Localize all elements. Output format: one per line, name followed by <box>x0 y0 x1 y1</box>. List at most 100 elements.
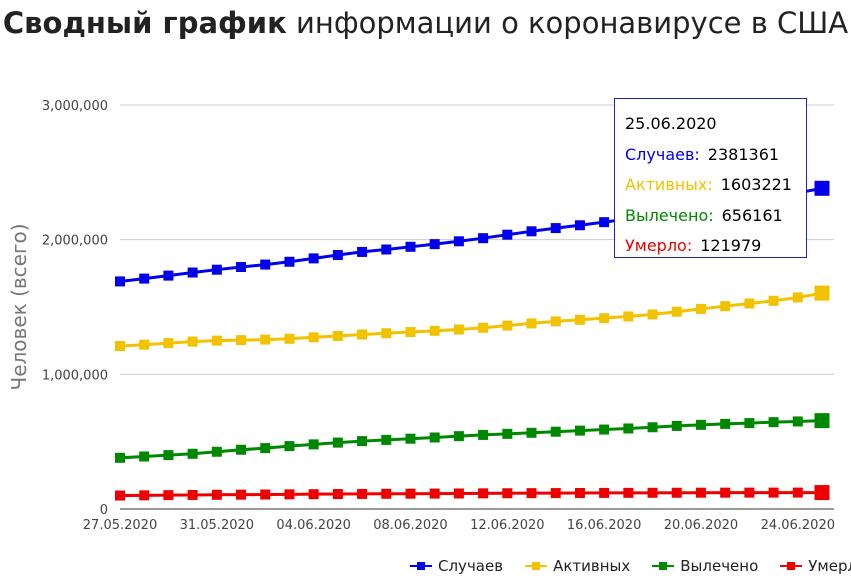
x-tick-label: 24.06.2020 <box>761 518 835 533</box>
data-point <box>502 229 513 240</box>
data-point <box>671 420 682 431</box>
legend-label: Активных <box>553 557 631 575</box>
data-point <box>647 422 658 433</box>
y-axis-title: Человек (всего) <box>7 223 31 390</box>
tooltip-label: Случаев: <box>625 144 700 164</box>
legend-item-active[interactable]: Активных <box>525 557 630 575</box>
x-tick-label: 04.06.2020 <box>276 518 350 533</box>
data-point <box>357 329 368 340</box>
data-point <box>260 443 271 454</box>
legend-label: Вылечено <box>680 557 759 575</box>
x-tick-label: 20.06.2020 <box>664 518 738 533</box>
data-point <box>139 451 150 462</box>
data-point <box>478 322 489 333</box>
legend-item-recovered[interactable]: Вылечено <box>652 557 758 575</box>
tooltip-date: 25.06.2020 <box>625 114 717 133</box>
data-point <box>284 256 295 267</box>
data-point <box>187 336 198 347</box>
data-point <box>550 426 561 437</box>
data-point <box>814 413 830 429</box>
data-point <box>720 301 731 312</box>
legend-swatch <box>525 561 548 571</box>
x-tick-label: 12.06.2020 <box>470 518 544 533</box>
x-tick-label: 31.05.2020 <box>180 518 254 533</box>
data-point <box>526 318 537 329</box>
data-point <box>163 338 174 349</box>
y-tick-label: 3,000,000 <box>42 99 108 114</box>
data-point <box>814 485 830 501</box>
data-point <box>381 244 392 255</box>
data-point <box>671 306 682 317</box>
legend-swatch <box>410 561 432 571</box>
data-point <box>623 311 634 322</box>
data-point <box>526 488 537 499</box>
data-point <box>236 444 247 455</box>
tooltip-value: 656161 <box>721 205 783 225</box>
data-point <box>357 488 368 499</box>
tooltip-row-active: Активных: 1603221 <box>625 170 806 201</box>
data-point <box>574 425 585 436</box>
data-point <box>211 264 222 275</box>
data-point <box>744 298 755 309</box>
data-point <box>236 489 247 500</box>
data-point <box>405 327 416 338</box>
series-line <box>119 291 823 348</box>
data-point <box>163 450 174 461</box>
data-point <box>139 339 150 350</box>
tooltip-label: Вылечено: <box>625 205 714 225</box>
data-point <box>768 417 779 428</box>
tooltip-label: Активных: <box>625 175 713 194</box>
data-point <box>453 431 464 442</box>
series-line <box>119 419 823 460</box>
tooltip-row-deaths: Умерло: 121979 <box>625 231 806 262</box>
data-point <box>720 418 731 429</box>
data-point <box>623 487 634 498</box>
data-point <box>478 429 489 440</box>
data-point <box>574 220 585 231</box>
data-point <box>308 253 319 264</box>
data-point <box>381 328 392 339</box>
data-point <box>574 488 585 499</box>
data-point <box>405 241 416 252</box>
data-point <box>744 418 755 429</box>
y-tick-label: 0 <box>100 503 108 518</box>
data-point <box>357 246 368 257</box>
legend-label: Случаев <box>438 557 504 575</box>
data-point <box>405 433 416 444</box>
data-point <box>332 489 343 500</box>
data-point <box>332 437 343 448</box>
data-point <box>768 487 779 498</box>
data-point <box>187 448 198 459</box>
data-point <box>623 423 634 434</box>
data-point <box>502 320 513 331</box>
legend: Случаев Активных Вылечено Умерло <box>410 557 851 575</box>
x-tick-label: 16.06.2020 <box>567 518 641 533</box>
data-point <box>478 488 489 499</box>
legend-item-deaths[interactable]: Умерло <box>780 557 851 575</box>
data-point <box>429 239 440 250</box>
data-point <box>211 335 222 346</box>
data-point <box>381 488 392 499</box>
data-point <box>163 270 174 281</box>
data-point <box>429 325 440 336</box>
data-point <box>260 489 271 500</box>
legend-item-cases[interactable]: Случаев <box>410 557 503 575</box>
tooltip-value: 2381361 <box>707 144 780 164</box>
tooltip-row-recovered: Вылечено: 656161 <box>625 201 806 232</box>
data-point <box>695 419 706 430</box>
data-point <box>502 428 513 439</box>
data-point <box>115 452 125 463</box>
data-point <box>792 292 803 303</box>
y-tick-label: 1,000,000 <box>42 368 108 383</box>
tooltip: 25.06.2020 Случаев: 2381361 Активных: 1603… <box>614 98 807 258</box>
data-point <box>236 262 247 273</box>
data-point <box>139 490 150 501</box>
chart-title: Сводный график информации о коронавирусе… <box>0 4 851 42</box>
data-point <box>814 180 830 196</box>
data-point <box>308 332 319 343</box>
data-point <box>187 267 198 278</box>
data-point <box>284 333 295 344</box>
data-point <box>187 489 198 500</box>
data-point <box>405 488 416 499</box>
